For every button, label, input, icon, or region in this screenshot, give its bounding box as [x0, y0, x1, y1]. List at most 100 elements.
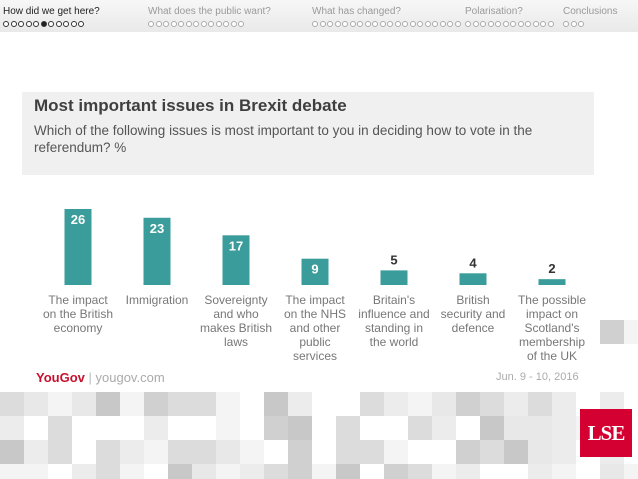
slide-dot[interactable] — [424, 21, 431, 27]
slide-dot[interactable] — [63, 21, 69, 27]
slide-dot[interactable] — [510, 21, 516, 27]
slide-dot[interactable] — [563, 21, 569, 27]
slide-dot[interactable] — [387, 21, 393, 27]
slide-dot[interactable] — [155, 21, 162, 27]
mosaic-tile — [24, 440, 48, 464]
slide-dot[interactable] — [570, 21, 577, 27]
slide-dot[interactable] — [33, 21, 39, 27]
bar-value-label: 5 — [390, 252, 397, 267]
mosaic-tile — [432, 416, 456, 440]
slide-dot[interactable] — [540, 21, 546, 27]
slide-dot[interactable] — [215, 21, 222, 27]
slide-dot[interactable] — [342, 21, 348, 27]
mosaic-tile — [504, 416, 528, 440]
slide-dot[interactable] — [200, 21, 207, 27]
bar-value-label: 9 — [311, 262, 318, 277]
slide-dot[interactable] — [417, 21, 423, 27]
slide-dot[interactable] — [193, 21, 199, 27]
nav-section-label[interactable]: Conclusions — [563, 6, 618, 17]
mosaic-tile — [240, 464, 264, 479]
chart-subtitle: Which of the following issues is most im… — [34, 123, 533, 155]
slide-dot[interactable] — [379, 21, 386, 27]
slide-dot[interactable] — [472, 21, 479, 27]
slide-dot[interactable] — [402, 21, 408, 27]
nav-section-polarisation[interactable]: Polarisation? — [465, 6, 554, 27]
slide-dot[interactable] — [148, 21, 154, 27]
slide-dot[interactable] — [357, 21, 363, 27]
slide-dot[interactable] — [163, 21, 169, 27]
mosaic-tile — [264, 392, 288, 416]
mosaic-tile — [144, 440, 168, 464]
mosaic-tile — [216, 416, 240, 440]
current-slide-dot[interactable] — [40, 21, 47, 27]
slide-dot[interactable] — [3, 21, 9, 27]
slide-dot[interactable] — [18, 21, 24, 27]
slide-dot[interactable] — [525, 21, 531, 27]
mosaic-tile — [288, 416, 312, 440]
slide-dot[interactable] — [312, 21, 318, 27]
nav-section-how-did-we-get-here[interactable]: How did we get here? — [3, 6, 100, 27]
category-label: Scotland's — [525, 321, 580, 335]
slide-dot[interactable] — [502, 21, 509, 27]
slide-dot[interactable] — [432, 21, 438, 27]
bar — [64, 209, 92, 285]
mosaic-tile — [384, 464, 408, 479]
slide-dot[interactable] — [223, 21, 229, 27]
mosaic-tile — [480, 440, 504, 464]
slide-dot[interactable] — [55, 21, 62, 27]
slide-dots — [148, 21, 271, 27]
slide-dot[interactable] — [319, 21, 326, 27]
slide-dot[interactable] — [185, 21, 192, 27]
mosaic-tile — [336, 440, 360, 464]
slide-dot[interactable] — [349, 21, 356, 27]
mosaic-tile — [312, 464, 336, 479]
slide-dot[interactable] — [364, 21, 371, 27]
category-label: laws — [224, 335, 248, 349]
slide-dot[interactable] — [208, 21, 214, 27]
nav-section-what-does-the-public-want[interactable]: What does the public want? — [148, 6, 271, 27]
slide-dot[interactable] — [372, 21, 378, 27]
slide-dot[interactable] — [447, 21, 453, 27]
chart-header-panel — [22, 92, 594, 175]
mosaic-tile — [432, 392, 456, 416]
mosaic-tile — [144, 392, 168, 416]
nav-section-label[interactable]: What does the public want? — [148, 6, 271, 17]
slide-dot[interactable] — [495, 21, 501, 27]
slide-dot[interactable] — [178, 21, 184, 27]
slide-dot[interactable] — [578, 21, 584, 27]
slide-dot[interactable] — [78, 21, 84, 27]
mosaic-tile — [216, 392, 240, 416]
slide-dot[interactable] — [465, 21, 471, 27]
slide-dot[interactable] — [439, 21, 446, 27]
mosaic-tile — [408, 416, 432, 440]
slide-dot[interactable] — [25, 21, 32, 27]
nav-section-label[interactable]: How did we get here? — [3, 6, 100, 17]
slide-dot[interactable] — [327, 21, 333, 27]
slide-dot[interactable] — [532, 21, 539, 27]
slide-dot[interactable] — [48, 21, 54, 27]
mosaic-tile — [384, 392, 408, 416]
slide-dot[interactable] — [547, 21, 554, 27]
slide-dot[interactable] — [517, 21, 524, 27]
mosaic-tile — [192, 440, 216, 464]
slide-dot[interactable] — [70, 21, 77, 27]
slide-dot[interactable] — [230, 21, 237, 27]
slide-dot[interactable] — [394, 21, 401, 27]
nav-section-label[interactable]: Polarisation? — [465, 6, 523, 17]
mosaic-tile — [480, 392, 504, 416]
slide-dot[interactable] — [334, 21, 341, 27]
nav-section-conclusions[interactable]: Conclusions — [563, 6, 617, 27]
mosaic-tile — [480, 416, 504, 440]
slide-dot[interactable] — [409, 21, 416, 27]
mosaic-tile — [48, 392, 72, 416]
slide-dot[interactable] — [487, 21, 494, 27]
slide-dot[interactable] — [454, 21, 461, 27]
nav-section-what-has-changed[interactable]: What has changed? — [312, 6, 461, 27]
nav-section-label[interactable]: What has changed? — [312, 6, 401, 17]
slide-dot[interactable] — [10, 21, 17, 27]
mosaic-tile — [408, 464, 432, 479]
slide-dot[interactable] — [480, 21, 486, 27]
mosaic-tile — [24, 464, 48, 479]
slide-dot[interactable] — [238, 21, 244, 27]
slide-dot[interactable] — [170, 21, 177, 27]
